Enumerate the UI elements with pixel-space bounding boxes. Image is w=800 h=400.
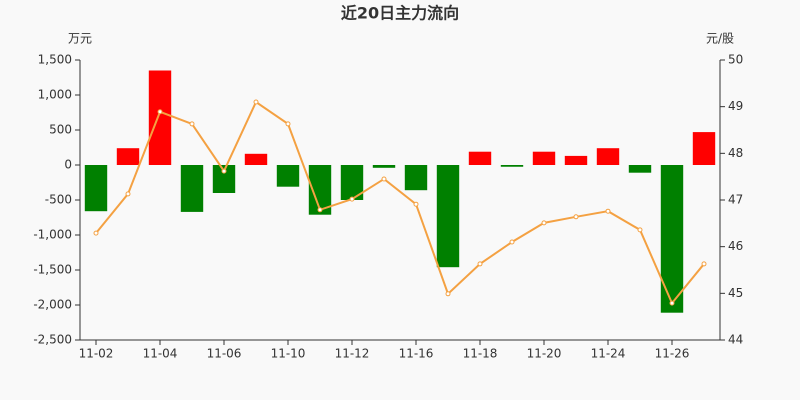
bar [692, 132, 716, 165]
y-tick-label: 0 [64, 158, 72, 172]
price-point [509, 239, 515, 245]
bar [404, 165, 428, 191]
x-tick-label: 11-20 [527, 347, 562, 361]
bar [564, 155, 588, 165]
x-tick-label: 11-04 [143, 347, 178, 361]
price-point [669, 300, 675, 306]
price-point [605, 208, 611, 214]
bar [468, 151, 492, 165]
bar [436, 165, 460, 268]
y-tick-label: 500 [49, 123, 72, 137]
x-tick-label: 11-12 [335, 347, 370, 361]
price-point [349, 196, 355, 202]
y2-tick-label: 48 [728, 146, 743, 160]
bar [660, 165, 684, 313]
y2-tick-label: 47 [728, 193, 743, 207]
bar [628, 165, 652, 173]
y-tick-label: -1,000 [33, 228, 72, 242]
bar [212, 165, 236, 193]
y2-tick-label: 46 [728, 239, 743, 253]
y-axis-unit: 万元 [68, 32, 92, 46]
bar [276, 165, 300, 187]
bar [372, 165, 396, 168]
x-tick-label: 11-10 [271, 347, 306, 361]
price-point [445, 291, 451, 297]
price-point [125, 191, 131, 197]
bar [84, 165, 108, 212]
y2-tick-label: 44 [728, 333, 743, 347]
y-tick-label: -2,000 [33, 298, 72, 312]
price-point [189, 121, 195, 127]
x-tick-label: 11-02 [79, 347, 114, 361]
price-point [157, 109, 163, 115]
bar [116, 148, 140, 165]
bar [532, 151, 556, 165]
y-tick-label: 1,000 [38, 88, 72, 102]
y-tick-label: -1,500 [33, 263, 72, 277]
price-point [573, 214, 579, 220]
bar [500, 165, 524, 167]
price-point [477, 261, 483, 267]
bar [596, 148, 620, 165]
price-point [413, 201, 419, 207]
x-tick-label: 11-18 [463, 347, 498, 361]
y2-axis-unit: 元/股 [706, 32, 734, 46]
price-line [95, 100, 705, 306]
price-point [285, 121, 291, 127]
y-tick-label: -500 [45, 193, 72, 207]
x-tick-label: 11-26 [655, 347, 690, 361]
price-point [701, 261, 707, 267]
bar [340, 165, 364, 200]
x-tick-label: 11-06 [207, 347, 242, 361]
price-point [637, 227, 643, 233]
bar [244, 153, 268, 165]
bar [148, 70, 172, 165]
chart-title: 近20日主力流向 [341, 4, 459, 23]
x-tick-label: 11-24 [591, 347, 626, 361]
y2-tick-label: 49 [728, 99, 743, 113]
price-point [381, 176, 387, 182]
price-point [541, 220, 547, 226]
y2-tick-label: 50 [728, 53, 743, 67]
price-point [93, 230, 99, 236]
price-point [221, 168, 227, 174]
y2-tick-label: 45 [728, 286, 743, 300]
y-tick-label: 1,500 [38, 53, 72, 67]
x-tick-label: 11-16 [399, 347, 434, 361]
price-point [253, 99, 259, 105]
bar [308, 165, 332, 215]
y-tick-label: -2,500 [33, 333, 72, 347]
price-point [317, 207, 323, 213]
bar [180, 165, 204, 212]
